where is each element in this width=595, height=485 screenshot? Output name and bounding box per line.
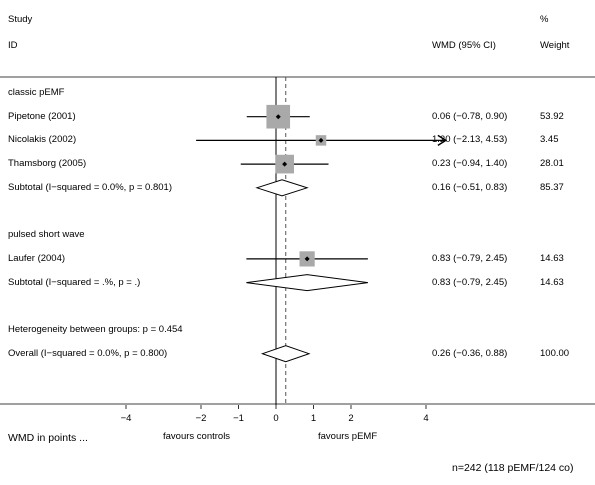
row-label: Thamsborg (2005) xyxy=(8,158,87,170)
sample-size-note: n=242 (118 pEMF/124 co) xyxy=(452,462,574,474)
weight-text: 3.45 xyxy=(540,134,559,146)
x-tick-label: 0 xyxy=(273,413,278,424)
favours-controls-label: favours controls xyxy=(163,431,231,442)
point-estimate xyxy=(282,161,288,167)
row-label: Laufer (2004) xyxy=(8,252,66,264)
row-label: Nicolakis (2002) xyxy=(8,134,77,146)
header-id: ID xyxy=(8,40,18,51)
row-label: Pipetone (2001) xyxy=(8,110,76,122)
x-tick-label: 4 xyxy=(423,413,428,424)
header-weight: Weight xyxy=(540,40,570,51)
weight-text: 14.63 xyxy=(540,252,564,264)
x-tick-label: −2 xyxy=(196,413,207,424)
ci-text: 1.20 (−2.13, 4.53) xyxy=(432,134,508,146)
point-estimate xyxy=(304,256,310,262)
ci-text: 0.23 (−0.94, 1.40) xyxy=(432,158,508,170)
header-study: Study xyxy=(8,14,33,25)
weight-text: 53.92 xyxy=(540,110,564,122)
weight-text: 14.63 xyxy=(540,276,564,288)
point-estimate xyxy=(275,114,281,120)
weight-text: 28.01 xyxy=(540,158,564,170)
weight-text: 100.00 xyxy=(540,347,570,359)
header-percent: % xyxy=(540,14,549,25)
overall-diamond xyxy=(260,345,311,363)
axis-title: WMD in points ... xyxy=(8,432,88,444)
x-tick-label: −1 xyxy=(233,413,244,424)
ci-text: 0.26 (−0.36, 0.88) xyxy=(432,347,508,359)
header-wmd-ci: WMD (95% CI) xyxy=(432,40,496,51)
ci-text: 0.16 (−0.51, 0.83) xyxy=(432,181,508,193)
group-label: classic pEMF xyxy=(8,87,65,98)
subtotal-diamond xyxy=(255,179,309,197)
ci-text: 0.83 (−0.79, 2.45) xyxy=(432,276,508,288)
x-tick-label: 1 xyxy=(311,413,316,424)
row-label: Subtotal (I−squared = 0.0%, p = 0.801) xyxy=(8,181,172,193)
ci-text: 0.06 (−0.78, 0.90) xyxy=(432,110,508,122)
group-label: Heterogeneity between groups: p = 0.454 xyxy=(8,324,183,335)
subtotal-diamond xyxy=(246,274,368,292)
x-tick-label: −4 xyxy=(121,413,132,424)
ci-arrow xyxy=(437,134,448,146)
favours-pemf-label: favours pEMF xyxy=(318,431,378,442)
row-label: Overall (I−squared = 0.0%, p = 0.800) xyxy=(8,347,168,359)
group-label: pulsed short wave xyxy=(8,229,85,241)
x-tick-label: 2 xyxy=(348,413,353,424)
ci-text: 0.83 (−0.79, 2.45) xyxy=(432,252,508,264)
row-label: Subtotal (I−squared = .%, p = .) xyxy=(8,276,141,288)
weight-text: 85.37 xyxy=(540,181,564,193)
point-estimate xyxy=(318,137,324,143)
